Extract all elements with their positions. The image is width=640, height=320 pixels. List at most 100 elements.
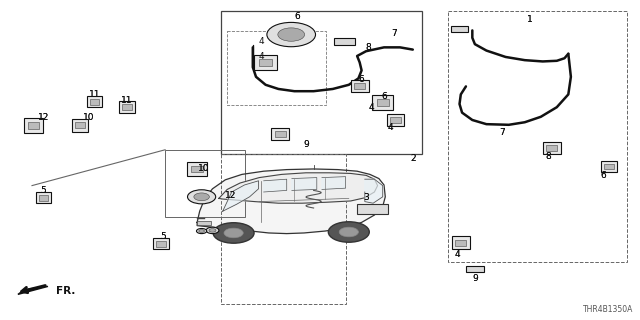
Circle shape [209,228,216,232]
Text: 6: 6 [295,12,300,21]
Bar [227,31,326,105]
Text: 12: 12 [38,113,49,122]
Circle shape [213,223,254,243]
Text: 10: 10 [83,113,94,122]
Text: 1: 1 [527,15,532,24]
Text: 11: 11 [89,90,100,99]
Text: 4: 4 [369,103,374,112]
Circle shape [206,227,219,234]
Text: 9: 9 [303,140,308,148]
Text: 4: 4 [388,123,393,132]
Text: 8: 8 [545,152,550,161]
Text: 8: 8 [365,43,371,52]
Bar [466,266,484,272]
Bar [351,80,369,92]
Text: 7: 7 [499,128,504,137]
Circle shape [224,228,243,238]
Text: 12: 12 [225,191,236,200]
Text: 5: 5 [161,232,166,241]
Text: 10: 10 [198,164,209,173]
Bar [36,192,51,204]
Bar [254,55,277,70]
Bar [75,123,85,129]
Bar [372,95,393,110]
Polygon shape [18,286,48,294]
Text: 6: 6 [295,12,300,21]
Bar [355,84,365,90]
Bar [259,59,273,66]
Bar [456,240,466,246]
Text: 9: 9 [472,274,477,283]
Text: 3: 3 [364,193,369,202]
Polygon shape [322,177,346,189]
Bar [221,154,346,304]
Bar [547,145,557,151]
Bar [90,99,99,105]
Text: 9: 9 [472,274,477,283]
Circle shape [199,230,204,232]
Bar [605,164,614,169]
Text: 5: 5 [161,232,166,241]
Text: 3: 3 [364,193,369,202]
Bar [165,150,245,217]
Circle shape [194,193,209,201]
Bar [154,238,170,250]
Circle shape [196,228,207,234]
Bar [221,11,422,154]
Polygon shape [223,181,259,211]
Text: 10: 10 [83,113,94,122]
Bar [275,131,285,137]
Bar [39,195,48,201]
Text: 2: 2 [410,154,415,163]
Circle shape [328,222,369,242]
Polygon shape [365,179,383,203]
Bar [271,128,289,140]
Bar [387,114,404,126]
Text: 4: 4 [369,103,374,112]
Text: 1: 1 [527,15,532,24]
Text: 11: 11 [121,96,132,105]
Text: 5: 5 [41,186,46,195]
Text: 12: 12 [225,191,236,200]
Bar [390,117,401,123]
Circle shape [267,22,316,47]
Bar [28,122,39,129]
Text: 8: 8 [365,43,371,52]
Text: FR.: FR. [56,285,76,296]
Bar [451,26,468,32]
Bar [334,38,355,45]
Bar [448,11,627,262]
Text: 5: 5 [41,186,46,195]
Text: 7: 7 [391,29,396,38]
Circle shape [339,227,358,237]
Polygon shape [292,178,317,190]
Text: 10: 10 [198,164,209,173]
Text: 4: 4 [454,250,460,259]
Text: 4: 4 [388,123,393,132]
Polygon shape [197,169,385,234]
Bar [72,119,88,132]
Bar [122,104,132,110]
Bar [197,221,211,225]
Text: 7: 7 [391,29,396,38]
Polygon shape [264,179,287,192]
Bar [602,161,617,172]
Bar [376,99,389,106]
Text: 9: 9 [303,140,308,148]
Bar [24,118,43,133]
Bar [543,142,561,154]
Text: 6: 6 [600,171,605,180]
Text: 6: 6 [381,92,387,100]
Text: 6: 6 [381,92,387,100]
Bar [452,236,470,249]
Polygon shape [219,173,378,203]
Text: 8: 8 [545,152,550,161]
Text: 11: 11 [89,90,100,99]
Text: 6: 6 [600,171,605,180]
Bar [191,166,204,172]
Text: THR4B1350A: THR4B1350A [583,305,634,314]
Text: 7: 7 [499,128,504,137]
Text: 12: 12 [38,113,49,122]
Circle shape [188,190,216,204]
Text: 6: 6 [359,75,364,84]
